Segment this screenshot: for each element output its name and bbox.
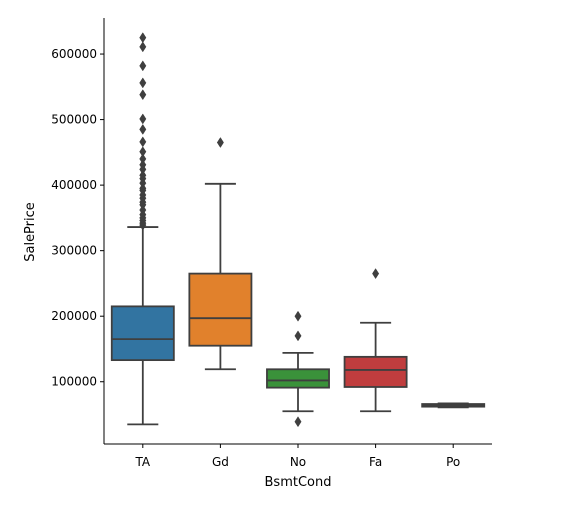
box-ta bbox=[110, 32, 175, 426]
box-gd bbox=[188, 137, 253, 371]
x-tick-label: TA bbox=[134, 455, 150, 469]
outlier-point bbox=[139, 32, 147, 44]
x-axis: TA Gd No Fa Po bbox=[134, 444, 460, 469]
outlier-point bbox=[139, 89, 147, 101]
iqr-box bbox=[266, 368, 330, 389]
iqr-box bbox=[343, 355, 408, 388]
outlier-point bbox=[139, 77, 147, 89]
box-no bbox=[266, 310, 330, 428]
outlier-point bbox=[139, 219, 147, 231]
box-fa bbox=[343, 268, 408, 413]
y-tick-label: 200000 bbox=[51, 309, 97, 323]
outlier-point bbox=[139, 113, 147, 125]
outlier-point bbox=[139, 136, 147, 148]
outlier-point bbox=[139, 123, 147, 135]
iqr-box bbox=[110, 305, 175, 362]
x-tick-label: Fa bbox=[369, 455, 382, 469]
y-tick-label: 400000 bbox=[51, 178, 97, 192]
outlier-point bbox=[139, 60, 147, 72]
x-tick-label: Gd bbox=[212, 455, 229, 469]
x-axis-title: BsmtCond bbox=[265, 475, 332, 490]
y-tick-label: 500000 bbox=[51, 113, 97, 127]
x-tick-label: No bbox=[290, 455, 306, 469]
plot-area bbox=[110, 32, 486, 428]
outlier-point bbox=[294, 310, 302, 322]
box-po bbox=[421, 402, 486, 409]
outlier-point bbox=[139, 41, 147, 53]
outlier-point bbox=[294, 330, 302, 342]
y-tick-label: 300000 bbox=[51, 244, 97, 258]
outlier-point bbox=[372, 268, 380, 280]
y-axis-title: SalePrice bbox=[23, 202, 38, 262]
y-axis: 100000 200000 300000 400000 500000 600000 bbox=[51, 47, 104, 389]
y-tick-label: 100000 bbox=[51, 375, 97, 389]
x-tick-label: Po bbox=[446, 455, 460, 469]
y-tick-label: 600000 bbox=[51, 47, 97, 61]
iqr-box bbox=[188, 272, 253, 347]
outlier-point bbox=[294, 416, 302, 428]
outlier-point bbox=[216, 137, 224, 148]
